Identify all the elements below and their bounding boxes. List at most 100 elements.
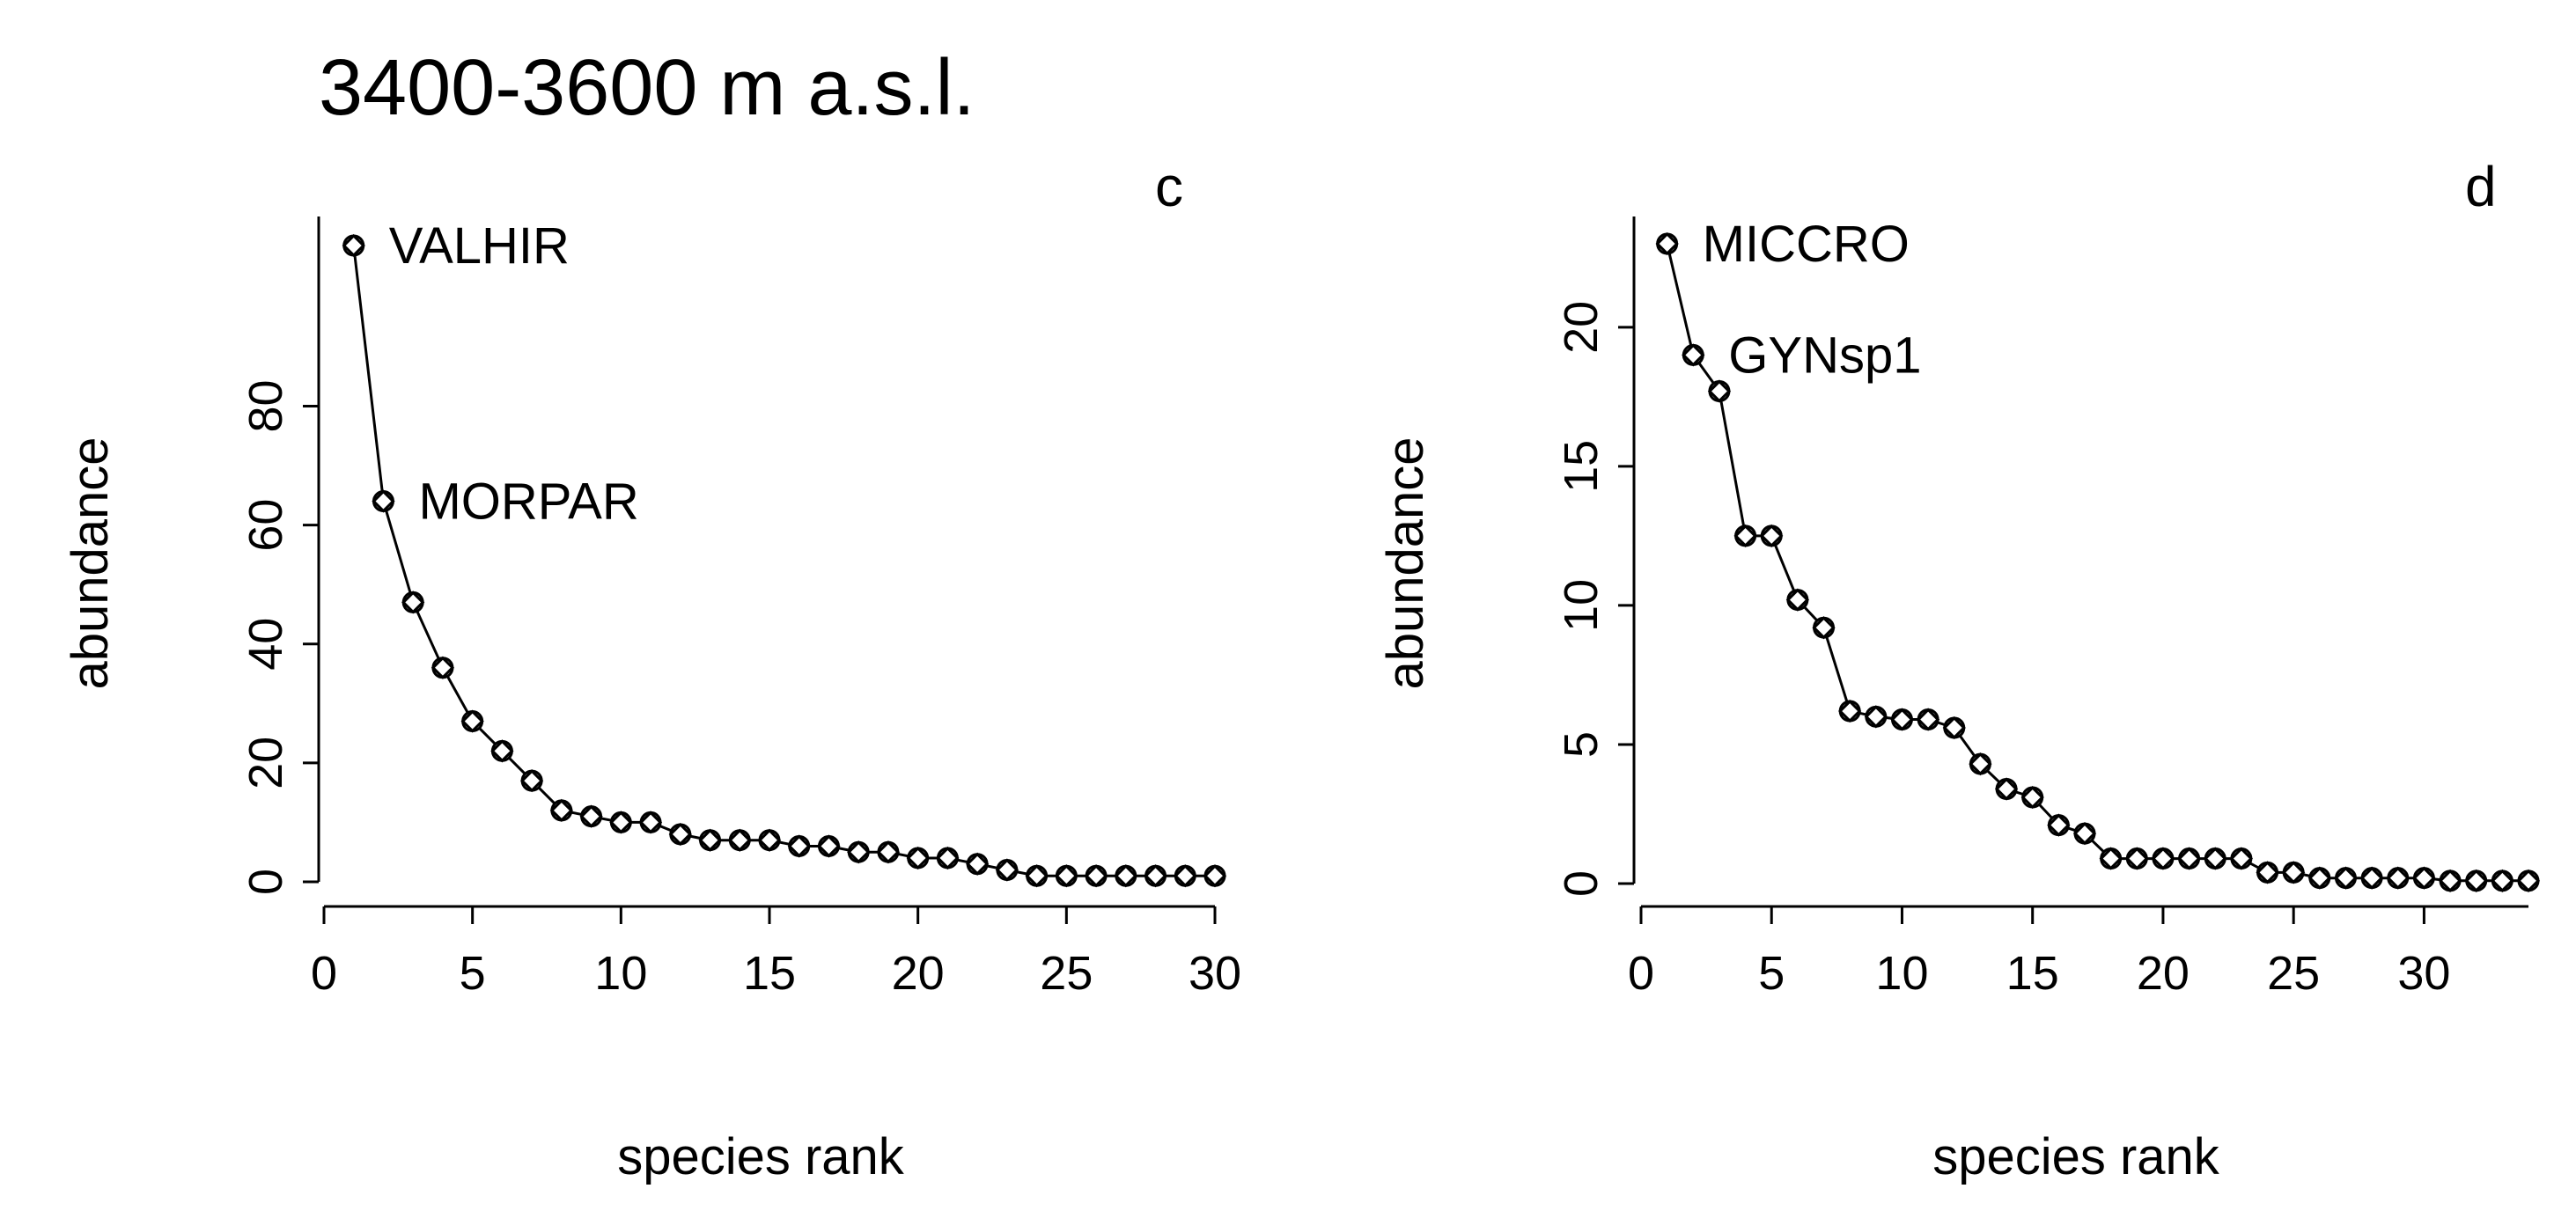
point-diamond <box>1025 864 1049 888</box>
data-point <box>2177 847 2201 870</box>
data-point <box>1969 752 1992 776</box>
point-circle <box>2125 847 2148 870</box>
x-tick-label: 20 <box>2137 947 2190 1000</box>
point-circle <box>2387 867 2410 890</box>
point-circle <box>1943 716 1966 739</box>
data-point <box>876 840 901 864</box>
figure-title: 3400-3600 m a.s.l. <box>319 44 975 132</box>
point-circle <box>758 829 781 852</box>
point-diamond <box>342 233 365 258</box>
point-diamond <box>549 798 573 823</box>
point-diamond <box>1174 864 1197 888</box>
point-diamond <box>2334 866 2358 890</box>
point-circle <box>1995 778 2018 801</box>
point-diamond <box>1055 864 1078 888</box>
point-diamond <box>1203 864 1227 888</box>
data-point <box>372 489 395 513</box>
point-diamond <box>787 834 811 858</box>
point-diamond <box>460 709 484 733</box>
data-point <box>1812 616 1836 640</box>
point-circle <box>2412 867 2435 890</box>
data-point <box>431 656 455 679</box>
x-tick-label: 25 <box>1040 947 1093 1000</box>
point-diamond <box>936 846 960 870</box>
point-circle <box>342 234 365 257</box>
point-circle <box>1838 700 1861 723</box>
point-diamond <box>609 811 633 834</box>
point-diamond <box>995 858 1019 882</box>
data-point <box>2334 866 2358 890</box>
data-point <box>1655 231 1679 256</box>
x-tick-label: 15 <box>743 947 796 1000</box>
data-point <box>847 840 871 864</box>
data-point <box>638 811 663 834</box>
point-diamond <box>1084 864 1108 888</box>
point-circle <box>907 847 930 869</box>
point-diamond <box>579 804 603 828</box>
data-point <box>1174 864 1197 888</box>
point-circle <box>2047 814 2070 837</box>
point-diamond <box>520 769 544 793</box>
data-point <box>1025 864 1049 888</box>
x-axis-label: species rank <box>617 1128 905 1185</box>
point-circle <box>966 853 989 876</box>
series-line <box>1666 243 2528 883</box>
point-circle <box>1865 705 1888 728</box>
y-tick-label: 80 <box>239 379 292 432</box>
data-point <box>966 852 990 876</box>
point-diamond <box>1655 231 1679 256</box>
point-circle <box>609 811 632 833</box>
point-diamond <box>2177 847 2201 870</box>
x-axis-label: species rank <box>1932 1128 2220 1185</box>
y-tick-label: 60 <box>239 499 292 552</box>
y-tick-label: 40 <box>239 618 292 671</box>
point-diamond <box>2047 813 2071 837</box>
data-point <box>2307 866 2331 890</box>
data-point <box>1203 864 1227 888</box>
series-line <box>352 245 1215 877</box>
data-point <box>401 591 425 614</box>
point-diamond <box>847 840 871 864</box>
point-annotation: VALHIR <box>389 217 570 275</box>
point-circle <box>490 739 513 762</box>
point-diamond <box>1733 524 1757 548</box>
x-tick-label: 10 <box>1875 947 1928 1000</box>
data-point <box>698 828 722 852</box>
point-diamond <box>2491 869 2514 892</box>
point-diamond <box>401 591 425 614</box>
point-circle <box>1969 752 1991 775</box>
data-point <box>1785 588 1810 612</box>
data-point <box>1144 864 1167 888</box>
data-point <box>2047 813 2071 837</box>
data-point <box>2072 821 2097 846</box>
point-circle <box>1734 525 1757 547</box>
point-circle <box>2073 822 2096 845</box>
point-diamond <box>431 656 455 679</box>
data-point <box>1942 715 1966 740</box>
point-circle <box>550 799 573 822</box>
y-axis-label: abundance <box>1377 437 1434 689</box>
data-point <box>2491 869 2514 892</box>
data-point <box>342 233 365 258</box>
point-circle <box>1174 864 1196 887</box>
data-point <box>906 846 930 870</box>
data-point <box>2516 869 2541 892</box>
point-diamond <box>2359 866 2384 890</box>
y-axis-label: abundance <box>62 437 119 689</box>
point-diamond <box>1785 588 1810 612</box>
point-diamond <box>2125 847 2149 870</box>
point-diamond <box>1760 524 1784 548</box>
data-point <box>1916 708 1940 731</box>
point-annotation: GYNsp1 <box>1728 327 1921 384</box>
point-diamond <box>2516 869 2541 892</box>
point-circle <box>2178 847 2201 870</box>
data-point <box>460 709 484 733</box>
point-circle <box>996 858 1019 881</box>
data-point <box>668 822 692 847</box>
point-circle <box>2308 867 2331 890</box>
point-diamond <box>1969 752 1992 776</box>
data-point <box>1733 524 1757 548</box>
point-diamond <box>668 822 692 847</box>
x-tick-label: 0 <box>311 947 337 1000</box>
point-circle <box>1786 589 1809 612</box>
